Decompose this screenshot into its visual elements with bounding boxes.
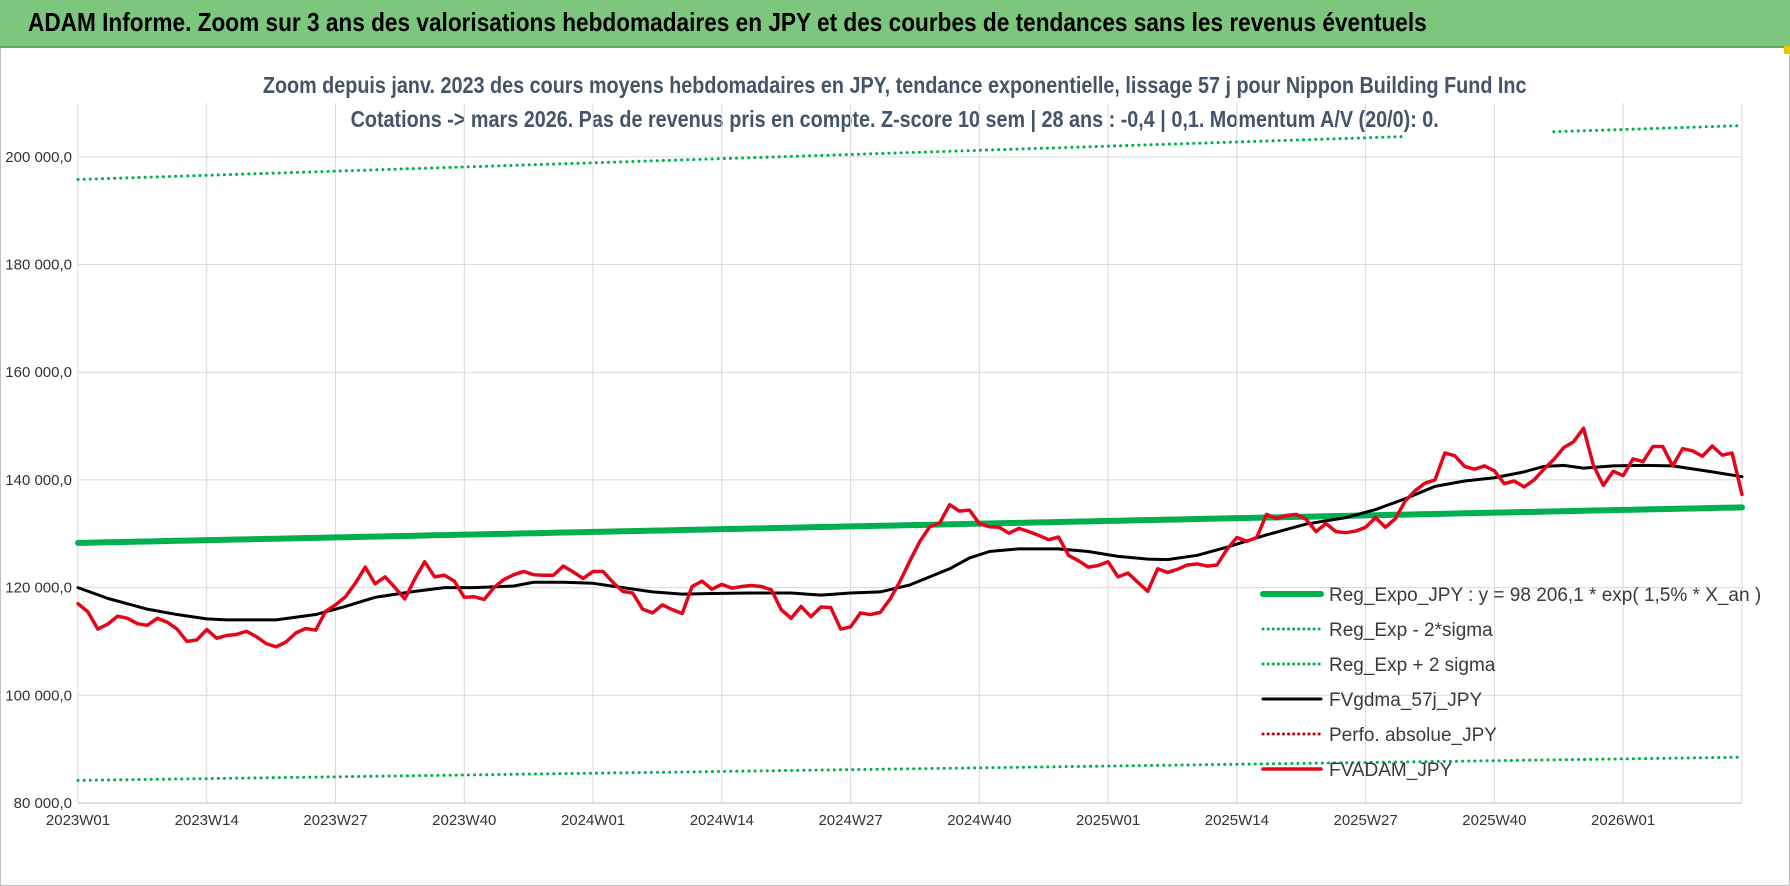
x-tick-label: 2023W14	[175, 812, 239, 829]
y-tick-label: 80 000,0	[14, 795, 72, 812]
legend-label: Reg_Exp - 2*sigma	[1329, 620, 1493, 641]
series-line-reg-expo-jpy-y	[75, 504, 1745, 546]
y-tick-label: 100 000,0	[5, 687, 72, 704]
chart-title-line-2: Cotations -> mars 2026. Pas de revenus p…	[0, 106, 1790, 133]
series-line-fvgdma-57j-jpy	[76, 463, 1744, 622]
series-line-fvadam-jpy	[76, 426, 1744, 649]
y-tick-label: 180 000,0	[5, 257, 72, 274]
y-tick-label: 160 000,0	[5, 364, 72, 381]
legend-label: Perfo. absolue_JPY	[1329, 725, 1497, 746]
chart-title-line-1-text: Zoom depuis janv. 2023 des cours moyens …	[263, 72, 1527, 98]
series-line-reg-exp-2-sigma	[76, 135, 1407, 181]
legend-label: Reg_Exp + 2 sigma	[1329, 655, 1496, 676]
series-line-reg-exp-2-sigma	[76, 755, 1744, 782]
legend: Reg_Expo_JPY : y = 98 206,1 * exp( 1,5% …	[1260, 585, 1761, 781]
x-tick-label: 2024W40	[947, 812, 1011, 829]
x-tick-label: 2025W01	[1076, 812, 1140, 829]
chart-title-line-1: Zoom depuis janv. 2023 des cours moyens …	[0, 72, 1790, 99]
banner-title: ADAM Informe. Zoom sur 3 ans des valoris…	[28, 7, 1427, 37]
legend-label: FVADAM_JPY	[1329, 760, 1453, 781]
series-line-reg-exp-2-sigma	[1552, 124, 1744, 134]
x-tick-label: 2025W14	[1205, 812, 1269, 829]
x-tick-label: 2023W01	[46, 812, 110, 829]
x-axis: 2023W01 2023W14 2023W27 2023W40 2024W01 2024W…	[46, 802, 1742, 829]
x-tick-label: 2025W27	[1334, 812, 1398, 829]
y-axis: 80 000,0 100 000,0 120 000,0 140 000,0 160 0…	[5, 149, 72, 812]
x-tick-label: 2024W01	[561, 812, 625, 829]
x-tick-label: 2023W27	[303, 812, 367, 829]
x-tick-label: 2026W01	[1591, 812, 1655, 829]
grid	[77, 103, 1743, 804]
x-tick-label: 2023W40	[432, 812, 496, 829]
series-group	[75, 124, 1745, 782]
header-banner: ADAM Informe. Zoom sur 3 ans des valoris…	[0, 0, 1790, 48]
x-tick-label: 2024W27	[818, 812, 882, 829]
corner-marker	[1784, 46, 1790, 54]
y-tick-label: 140 000,0	[5, 472, 72, 489]
x-tick-label: 2024W14	[690, 812, 754, 829]
legend-label: FVgdma_57j_JPY	[1329, 690, 1482, 711]
x-tick-label: 2025W40	[1462, 812, 1526, 829]
y-tick-label: 200 000,0	[5, 149, 72, 166]
chart-title-line-2-text: Cotations -> mars 2026. Pas de revenus p…	[350, 106, 1440, 132]
y-tick-label: 120 000,0	[5, 580, 72, 597]
legend-label: Reg_Expo_JPY : y = 98 206,1 * exp( 1,5% …	[1329, 585, 1761, 606]
